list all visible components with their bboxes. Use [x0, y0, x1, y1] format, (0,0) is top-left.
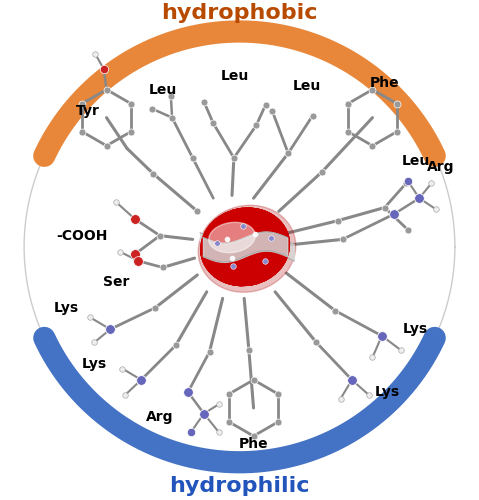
Text: Leu: Leu	[148, 82, 177, 96]
Text: -COOH: -COOH	[57, 228, 108, 242]
Text: Arg: Arg	[427, 160, 455, 174]
Text: hydrophilic: hydrophilic	[169, 476, 310, 496]
Text: Leu: Leu	[401, 154, 430, 168]
Ellipse shape	[198, 205, 296, 292]
Ellipse shape	[209, 222, 255, 252]
Ellipse shape	[201, 208, 289, 286]
Text: Lys: Lys	[82, 357, 107, 371]
Ellipse shape	[201, 208, 289, 286]
Ellipse shape	[201, 208, 289, 286]
Text: Ser: Ser	[103, 276, 129, 289]
Ellipse shape	[201, 208, 289, 286]
Ellipse shape	[201, 208, 289, 286]
Ellipse shape	[201, 208, 289, 286]
Text: Arg: Arg	[146, 410, 174, 424]
Ellipse shape	[201, 208, 289, 286]
Text: Lys: Lys	[54, 300, 79, 314]
Ellipse shape	[201, 208, 289, 286]
Text: Leu: Leu	[221, 70, 249, 84]
Ellipse shape	[201, 208, 289, 286]
Text: Tyr: Tyr	[76, 104, 100, 118]
Text: Phe: Phe	[239, 436, 268, 450]
Text: hydrophobic: hydrophobic	[161, 3, 318, 23]
Ellipse shape	[201, 208, 289, 286]
Text: Leu: Leu	[293, 79, 321, 93]
Text: Lys: Lys	[375, 385, 400, 399]
Text: Lys: Lys	[403, 322, 428, 336]
Ellipse shape	[205, 223, 256, 256]
Text: Phe: Phe	[370, 76, 399, 90]
